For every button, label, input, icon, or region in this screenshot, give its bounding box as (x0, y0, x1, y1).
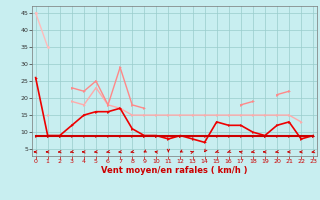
X-axis label: Vent moyen/en rafales ( km/h ): Vent moyen/en rafales ( km/h ) (101, 166, 248, 175)
